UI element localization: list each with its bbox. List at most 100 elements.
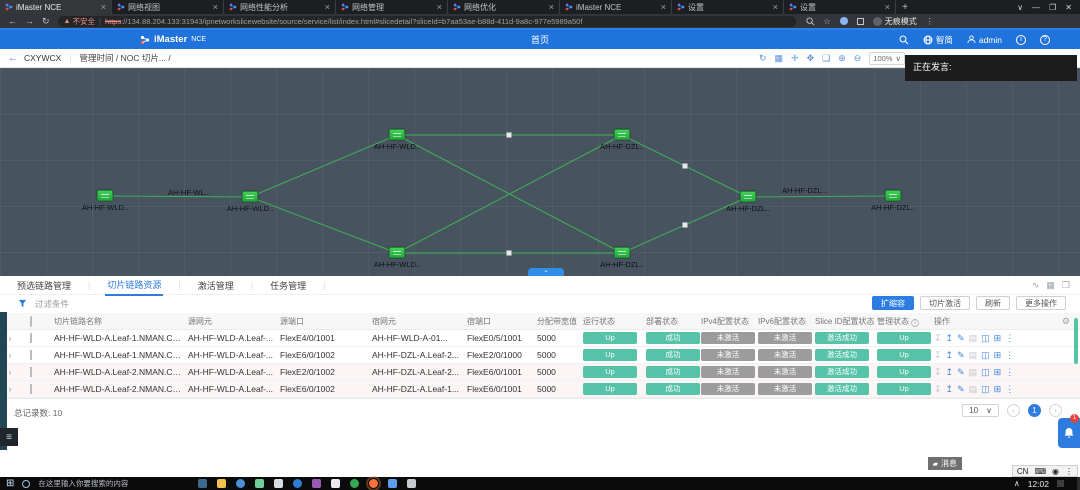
export-icon[interactable]: ↧ [934,367,942,378]
col-src-ne[interactable]: 源网元 [188,316,280,327]
topology-node[interactable] [389,247,405,258]
row-more-icon[interactable]: ⋮ [1005,333,1014,344]
keyboard-icon[interactable]: ⌨ [1034,467,1046,476]
edit-icon[interactable]: ✎ [957,367,965,378]
tab-task-mgmt[interactable]: 任务管理 [268,276,308,295]
detail-icon[interactable]: ▤ [969,367,978,378]
browser-tab[interactable]: 设置 × [784,0,896,14]
taskbar-app-icon-active[interactable] [369,479,378,488]
pop-out-icon[interactable]: ❐ [1062,280,1070,291]
row-more-icon[interactable]: ⋮ [1005,384,1014,395]
language-bar[interactable]: CN ⌨ ◉ ⋮ [1012,465,1078,477]
table-row[interactable]: › AH-HF-WLD-A.Leaf-1.NMAN.CX6... AH-HF-W… [0,330,1080,347]
zoom-level-select[interactable]: 100% ∨ [869,52,905,65]
grid-icon[interactable]: ⊞ [994,367,1002,378]
topology-node[interactable] [389,129,405,140]
tab-close-icon[interactable]: × [101,2,106,12]
window-minimize-icon[interactable]: — [1032,3,1040,12]
upload-icon[interactable]: ↥ [946,350,954,361]
ime-globe-icon[interactable]: ◉ [1052,467,1059,476]
fullscreen-icon[interactable]: ❏ [822,53,830,64]
file-explorer-icon[interactable] [217,479,226,488]
tab-close-icon[interactable]: × [773,2,778,12]
window-restore-icon[interactable]: ❐ [1049,3,1056,12]
export-icon[interactable]: ↧ [934,350,942,361]
page-size-select[interactable]: 10 ∨ [962,404,999,417]
topology-node[interactable] [242,191,258,202]
refresh-icon[interactable]: ↻ [759,53,767,64]
detail-icon[interactable]: ▤ [969,350,978,361]
breadcrumb-back-label[interactable]: CXYWCX [24,53,61,63]
taskview-icon[interactable] [198,479,207,488]
cortana-icon[interactable] [22,480,30,488]
scale-button[interactable]: 扩缩容 [872,296,914,310]
next-page-button[interactable]: › [1049,404,1062,417]
taskbar-app-icon[interactable] [350,479,359,488]
start-button-icon[interactable]: ⊞ [6,478,14,489]
filter-icon[interactable] [18,299,27,310]
grid-view-icon[interactable]: ▦ [1046,280,1055,291]
col-name[interactable]: 切片链路名称 [54,316,188,327]
fit-icon[interactable]: ✛ [791,53,799,64]
browser-tab[interactable]: 网络视图 × [112,0,224,14]
global-search-icon[interactable] [899,35,909,45]
zoom-out-icon[interactable]: ⊖ [854,53,862,64]
refresh-button[interactable]: 刷新 [976,296,1010,310]
search-icon[interactable] [806,17,815,26]
browser-tab[interactable]: iMaster NCE × [560,0,672,14]
browser-tab[interactable]: 网络管理 × [336,0,448,14]
edit-icon[interactable]: ✎ [957,333,965,344]
browser-tab[interactable]: 网络性能分析 × [224,0,336,14]
lang-indicator[interactable]: CN [1017,467,1029,476]
topology-node[interactable] [97,190,113,201]
taskbar-app-icon[interactable] [312,479,321,488]
col-run-status[interactable]: 运行状态 [583,316,646,327]
tab-close-icon[interactable]: × [885,2,890,12]
col-ipv4-status[interactable]: IPv4配置状态 [701,316,758,327]
browser-menu-icon[interactable]: ⋮ [926,17,934,26]
browser-tab[interactable]: 网络优化 × [448,0,560,14]
tab-close-icon[interactable]: × [213,2,218,12]
profile-icon[interactable] [840,17,848,25]
reload-icon[interactable]: ↻ [42,16,50,27]
grid-icon[interactable]: ⊞ [994,333,1002,344]
tray-expand-icon[interactable]: ∧ [1014,479,1020,488]
table-scrollbar[interactable] [1074,318,1078,364]
zoom-in-icon[interactable]: ⊕ [838,53,846,64]
taskbar-app-icon[interactable] [236,479,245,488]
upload-icon[interactable]: ↥ [946,367,954,378]
row-checkbox[interactable] [30,333,32,343]
tab-slice-link-resources[interactable]: 切片链路资源 [105,275,163,296]
back-icon[interactable]: ← [8,16,17,26]
export-icon[interactable]: ↧ [934,333,942,344]
taskbar-clock[interactable]: 12:02 [1028,479,1049,489]
prev-page-button[interactable]: ‹ [1007,404,1020,417]
browser-tab[interactable]: iMaster NCE × [0,0,112,14]
user-menu[interactable]: admin [967,35,1002,45]
pan-icon[interactable]: ✥ [807,53,815,64]
tab-close-icon[interactable]: × [661,2,666,12]
tab-close-icon[interactable]: × [549,2,554,12]
window-close-icon[interactable]: ✕ [1065,3,1072,12]
export-icon[interactable]: ↧ [934,384,942,395]
extensions-icon[interactable] [857,18,864,25]
dock-widget-button[interactable]: ≡ [0,428,18,446]
grid-icon[interactable]: ⊞ [994,384,1002,395]
tab-close-icon[interactable]: × [437,2,442,12]
taskbar-app-icon[interactable] [331,479,340,488]
row-more-icon[interactable]: ⋮ [1005,350,1014,361]
security-warning[interactable]: ▲ 不安全 [64,16,95,27]
col-dst-ne[interactable]: 宿网元 [372,316,467,327]
back-arrow-icon[interactable]: ← [8,53,18,64]
alarm-fab-button[interactable]: 1 [1058,418,1080,448]
columns-icon[interactable]: ◫ [981,333,990,344]
table-row[interactable]: › AH-HF-WLD-A.Leaf-2.NMAN.CX6... AH-HF-W… [0,364,1080,381]
taskbar-app-icon[interactable] [388,479,397,488]
current-page[interactable]: 1 [1028,404,1041,417]
layout-icon[interactable]: ▦ [775,53,784,64]
col-bandwidth[interactable]: 分配带宽值 [537,316,583,327]
notification-center-icon[interactable] [1057,480,1064,487]
edit-icon[interactable]: ✎ [957,350,965,361]
tab-activation-mgmt[interactable]: 激活管理 [196,276,236,295]
table-row[interactable]: › AH-HF-WLD-A.Leaf-1.NMAN.CX6... AH-HF-W… [0,347,1080,364]
